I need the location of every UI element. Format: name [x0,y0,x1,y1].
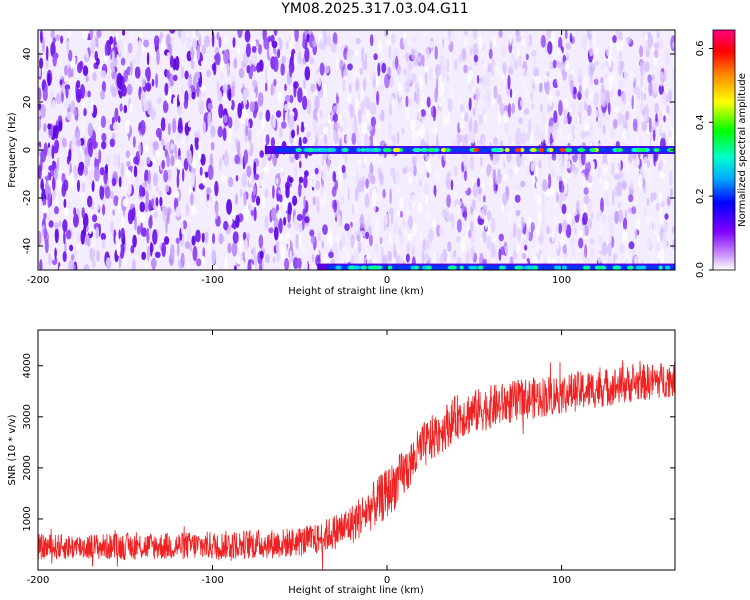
bottom-y-axis-label: SNR (10 * v/v) [7,414,18,485]
x-tick-label: -100 [201,575,224,586]
snr-background [38,330,675,570]
y-tick-label: 0 [22,147,33,153]
colorbar: 0.0 0.2 0.4 0.6 Normalized spectral amplitu… [695,29,748,278]
x-tick-label: 100 [552,275,571,286]
x-tick-label: 100 [552,575,571,586]
y-tick-label: 20 [22,96,33,109]
spectrogram-carrier-lines [264,146,675,270]
top-y-axis-label: Frequency (Hz) [7,112,18,188]
colorbar-tick-label: 0.2 [695,188,706,204]
snr-frame [37,329,676,571]
x-tick-label: -200 [27,575,50,586]
bottom-x-axis: -200 -100 0 100 [27,330,571,586]
colorbar-gradient [712,29,736,271]
y-tick-label: 3000 [22,404,33,429]
colorbar-tick-label: 0.6 [695,41,706,57]
colorbar-tick-label: 0.4 [695,114,706,130]
y-tick-label: 1000 [22,506,33,531]
x-tick-label: -200 [27,275,50,286]
x-tick-label: 0 [384,275,390,286]
top-x-axis-label: Height of straight line (km) [288,286,424,297]
spectrogram-noise [38,30,675,270]
colorbar-tick-label: 0.0 [695,262,706,278]
y-tick-label: -20 [22,190,33,206]
snr-panel: -200 -100 0 100 1000 2000 3000 4000 Height of … [7,329,676,596]
y-tick-label: 40 [22,48,33,61]
y-tick-label: -40 [22,238,33,254]
top-x-axis: -200 -100 0 100 [27,30,571,286]
y-tick-label: 2000 [22,455,33,480]
x-tick-label: 0 [384,575,390,586]
bottom-x-axis-label: Height of straight line (km) [288,585,424,596]
snr-series-line [38,360,675,570]
plot-title: YM08.2025.317.03.04.G11 [281,1,469,17]
colorbar-ticks: 0.0 0.2 0.4 0.6 [695,41,713,278]
top-y-axis: -40 -20 0 20 40 [22,48,675,254]
bottom-y-axis: 1000 2000 3000 4000 [22,353,675,532]
y-tick-label: 4000 [22,353,33,378]
x-tick-label: -100 [201,275,224,286]
colorbar-label: Normalized spectral amplitude [737,73,748,227]
